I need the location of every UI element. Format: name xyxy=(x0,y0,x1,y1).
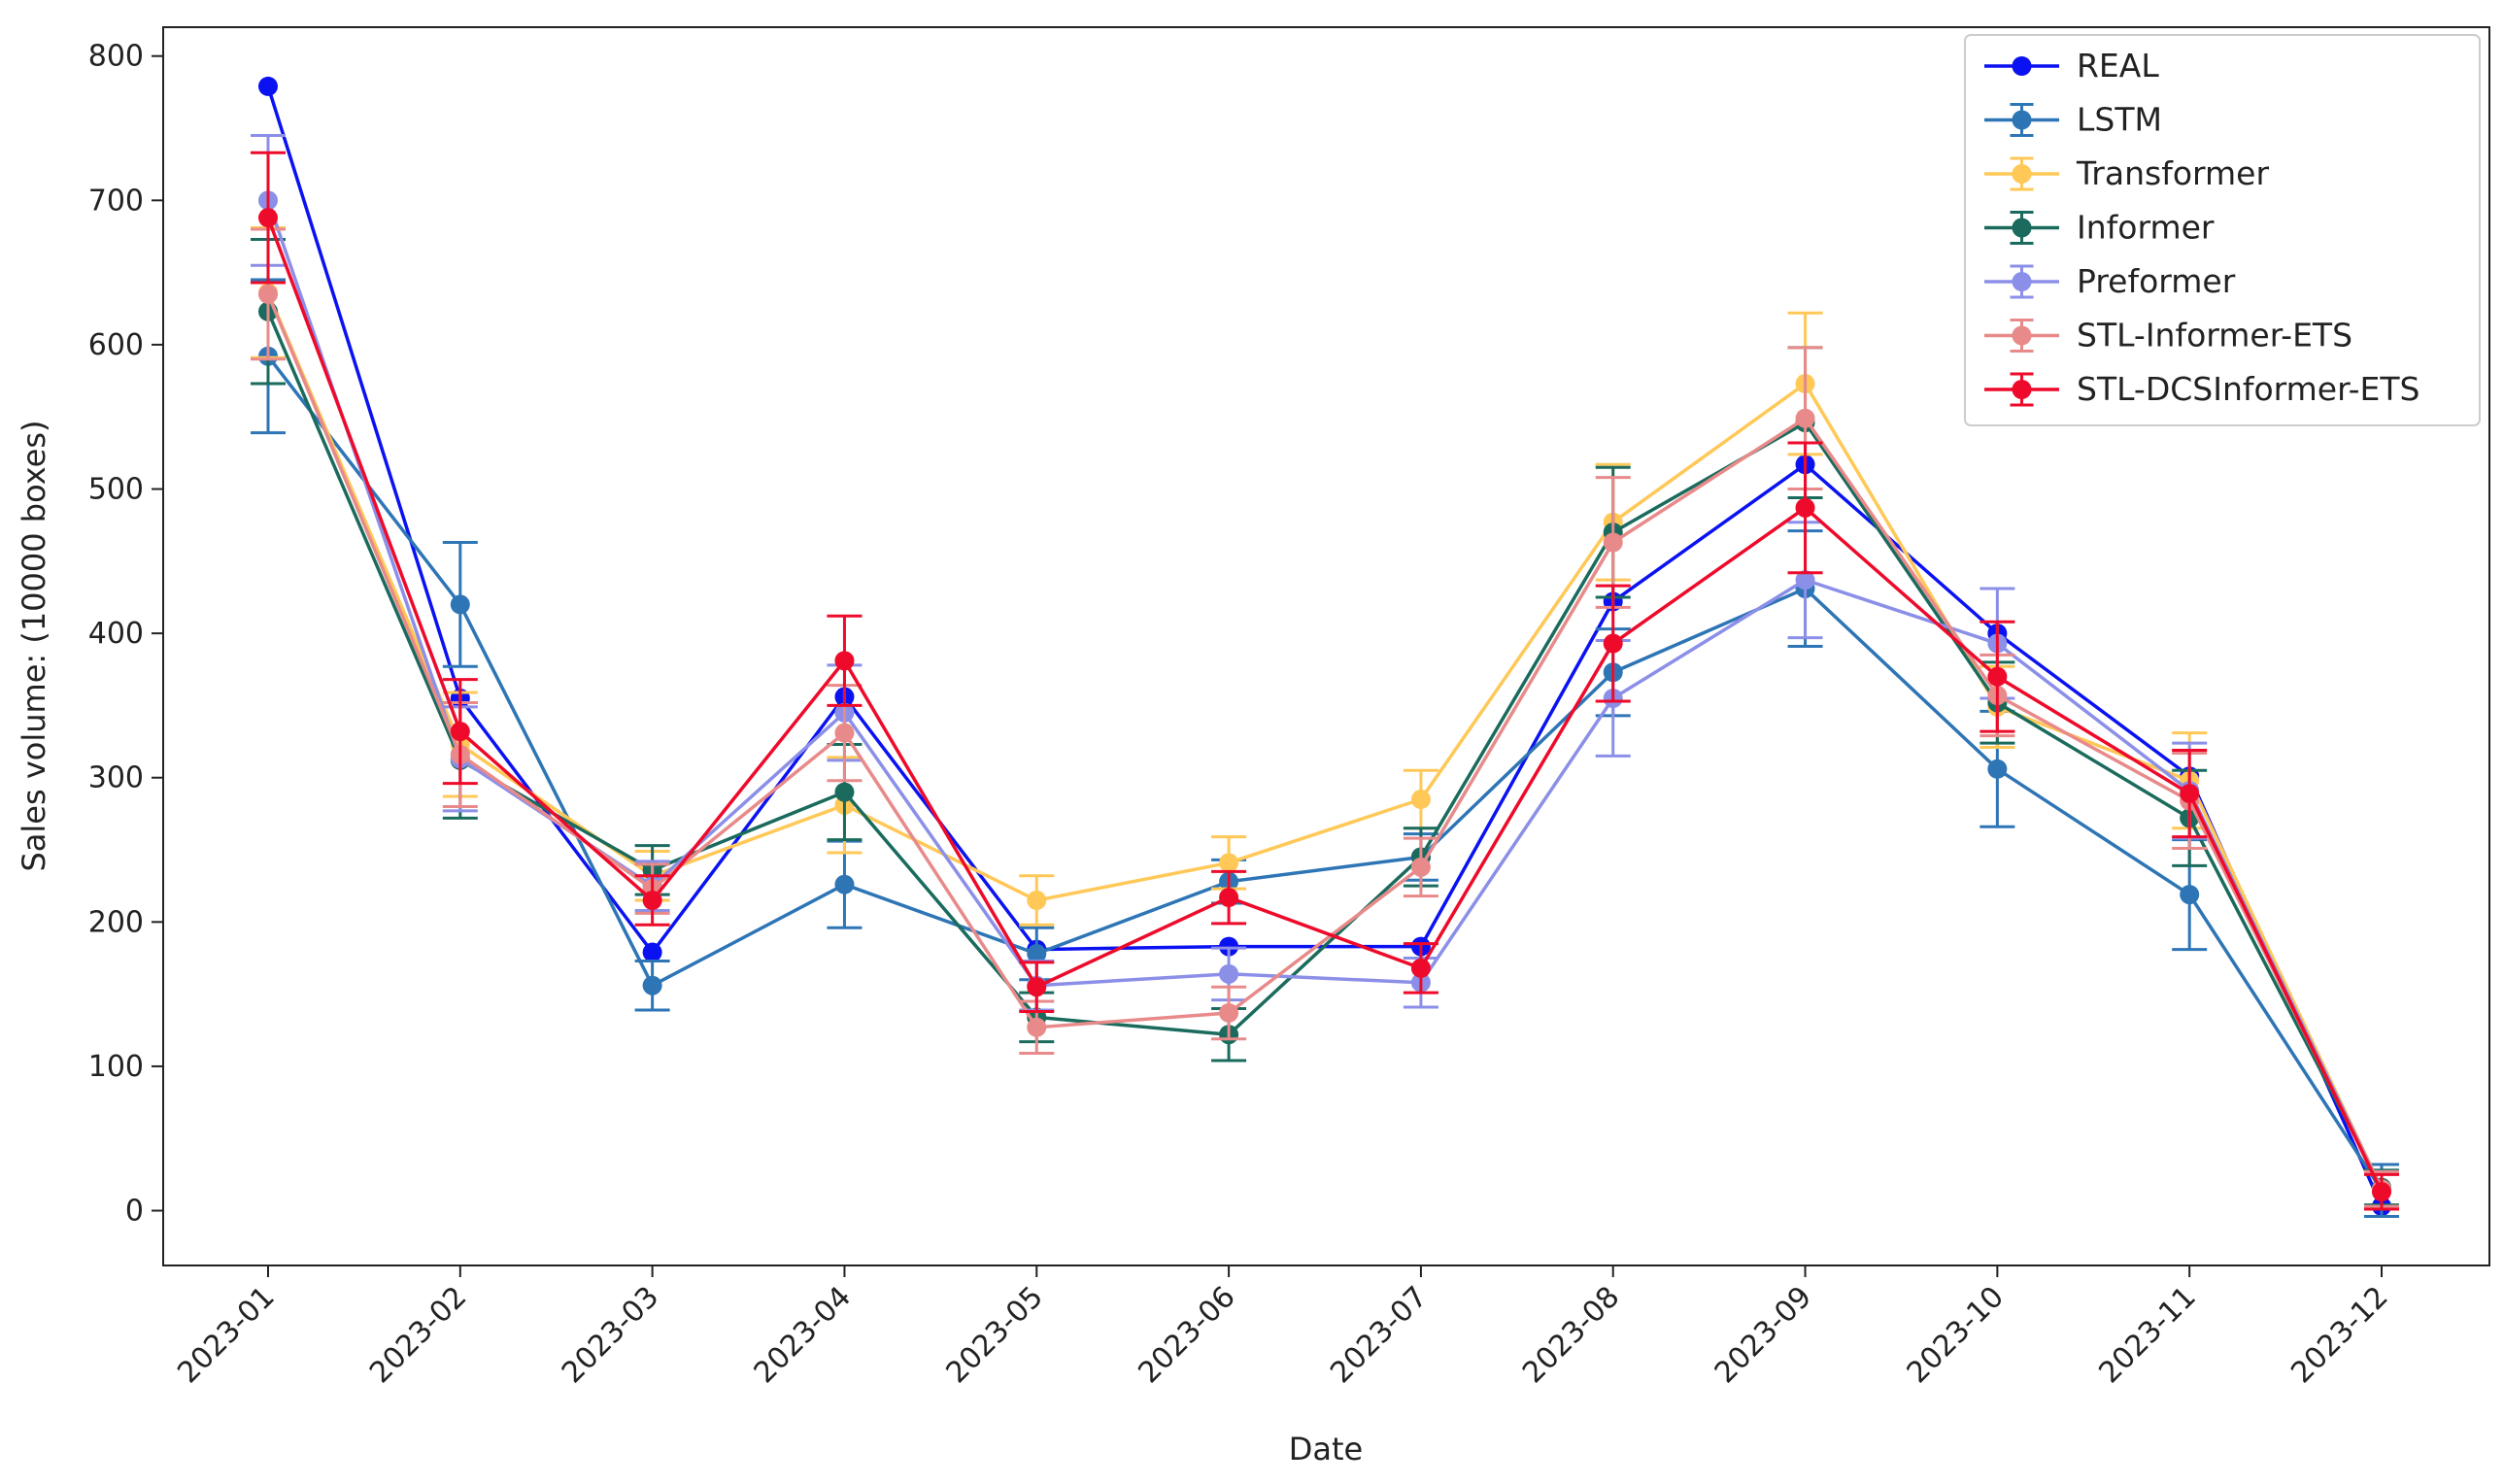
legend-label: REAL xyxy=(2077,47,2159,84)
legend-item: REAL xyxy=(1984,47,2159,84)
data-point xyxy=(1027,1017,1047,1037)
data-point xyxy=(1795,408,1815,428)
legend-item: STL-Informer-ETS xyxy=(1984,317,2352,354)
data-point xyxy=(1603,633,1623,654)
data-point xyxy=(834,651,855,671)
legend-marker xyxy=(2012,380,2032,399)
data-point xyxy=(1410,790,1431,810)
plot-frame xyxy=(162,26,2490,1266)
y-tick-label: 500 xyxy=(88,473,144,507)
data-point xyxy=(1603,532,1623,553)
legend-marker xyxy=(2012,56,2032,76)
legend-marker xyxy=(2012,110,2032,130)
data-point xyxy=(1987,759,2008,779)
data-point xyxy=(642,975,662,995)
legend-item: STL-DCSInformer-ETS xyxy=(1984,370,2419,408)
data-point xyxy=(1219,963,1239,984)
legend-item: Preformer xyxy=(1984,262,2236,300)
data-point xyxy=(1219,1002,1239,1023)
legend-item: Informer xyxy=(1984,209,2215,247)
legend: REAL LSTM Transformer Informer Preformer STL-… xyxy=(1964,34,2481,426)
data-point xyxy=(642,942,662,962)
data-point xyxy=(2372,1182,2391,1202)
y-axis-label: Sales volume: (10000 boxes) xyxy=(16,421,52,872)
data-point xyxy=(1027,977,1047,997)
data-point xyxy=(1410,958,1431,978)
y-tick-label: 0 xyxy=(125,1195,144,1229)
y-axis: 0 100 200 300 400 500 600 700 800 xyxy=(88,40,163,1229)
data-point xyxy=(1795,497,1815,518)
legend-item: Transformer xyxy=(1984,154,2269,192)
data-point xyxy=(450,594,470,615)
legend-label: STL-DCSInformer-ETS xyxy=(2077,370,2419,408)
series-stl-dcsinformer-ets xyxy=(251,151,2399,1211)
data-point xyxy=(258,284,278,304)
data-point xyxy=(258,76,278,96)
legend-marker xyxy=(2012,218,2032,238)
y-tick-label: 200 xyxy=(88,905,144,939)
legend-box xyxy=(1964,34,2481,426)
data-point xyxy=(1027,891,1047,911)
legend-label: Transformer xyxy=(2076,154,2269,192)
series-line xyxy=(266,311,2384,1189)
y-tick-label: 700 xyxy=(88,184,144,218)
data-point xyxy=(1410,857,1431,877)
legend-marker xyxy=(2012,325,2032,346)
legend-marker xyxy=(2012,164,2032,184)
legend-label: LSTM xyxy=(2077,101,2162,139)
data-point xyxy=(1987,666,2008,687)
legend-label: Preformer xyxy=(2077,262,2236,300)
data-point xyxy=(642,891,662,911)
data-point xyxy=(834,782,855,802)
y-tick-label: 100 xyxy=(88,1050,144,1084)
data-point xyxy=(1219,853,1239,873)
data-point xyxy=(1027,944,1047,964)
legend-label: Informer xyxy=(2077,209,2215,247)
data-point xyxy=(2180,885,2200,905)
data-point xyxy=(258,208,278,228)
data-point xyxy=(1795,570,1815,590)
legend-label: STL-Informer-ETS xyxy=(2077,317,2352,354)
series-line xyxy=(266,293,2384,1191)
y-tick-label: 600 xyxy=(88,328,144,362)
y-tick-label: 800 xyxy=(88,40,144,74)
data-point xyxy=(834,723,855,743)
series-line xyxy=(266,354,2384,1192)
x-axis-label: Date xyxy=(1289,1431,1363,1467)
series-line xyxy=(266,291,2384,1190)
series-line xyxy=(266,217,2384,1193)
legend-marker xyxy=(2012,272,2032,291)
legend-item: LSTM xyxy=(1984,101,2162,139)
y-tick-label: 300 xyxy=(88,761,144,795)
data-point xyxy=(450,722,470,742)
legend-items: REAL LSTM Transformer Informer Preformer STL-… xyxy=(1984,47,2419,408)
data-point xyxy=(2180,784,2200,804)
data-point xyxy=(834,874,855,894)
data-point xyxy=(1219,888,1239,908)
y-tick-label: 400 xyxy=(88,617,144,651)
series-layer xyxy=(251,76,2399,1218)
